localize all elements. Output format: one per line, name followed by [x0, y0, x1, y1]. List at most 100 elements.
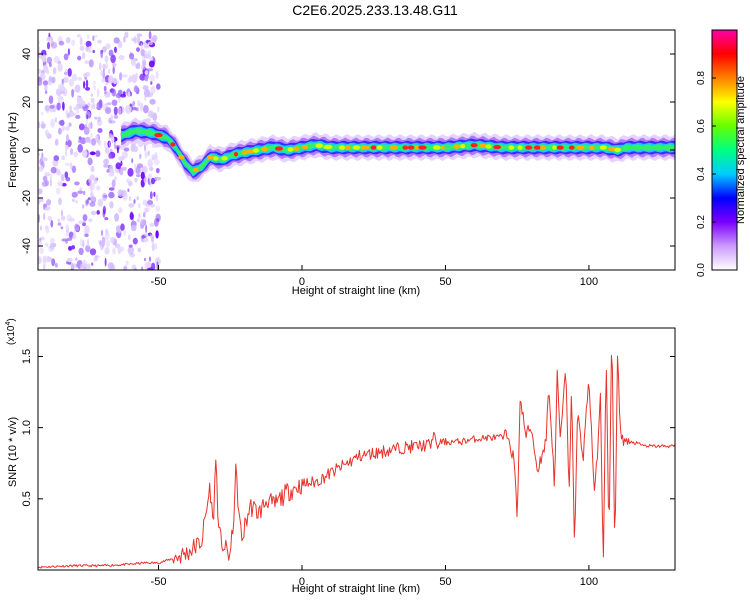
snr-scale-label: (x104)	[5, 318, 17, 345]
noise-speckle	[120, 246, 124, 252]
noise-speckle	[49, 105, 55, 109]
noise-speckle	[71, 191, 78, 198]
noise-speckle	[139, 73, 146, 81]
noise-speckle	[90, 210, 97, 216]
noise-speckle	[44, 129, 50, 137]
noise-speckle	[42, 54, 47, 63]
noise-speckle	[113, 37, 120, 44]
noise-speckle	[88, 218, 93, 223]
noise-speckle	[42, 203, 46, 211]
noise-speckle	[56, 102, 61, 111]
noise-speckle	[66, 214, 72, 222]
colorbar-tick-label: 0.6	[696, 119, 707, 133]
noise-speckle	[127, 188, 130, 192]
noise-speckle	[117, 107, 122, 115]
noise-speckle	[83, 72, 88, 78]
noise-speckle	[78, 220, 84, 224]
noise-speckle	[144, 150, 148, 159]
noise-speckle	[112, 77, 118, 85]
noise-speckle	[101, 236, 106, 245]
noise-speckle	[64, 149, 68, 157]
noise-speckle	[140, 266, 144, 270]
noise-speckle	[69, 148, 74, 155]
noise-speckle	[52, 67, 57, 75]
noise-speckle	[100, 69, 104, 77]
noise-speckle	[70, 112, 77, 116]
noise-speckle	[85, 118, 88, 127]
ridge-peak	[432, 145, 441, 150]
noise-speckle	[129, 52, 135, 60]
noise-speckle	[58, 197, 62, 206]
noise-speckle	[90, 183, 94, 193]
noise-speckle	[92, 80, 96, 85]
ridge-peak	[485, 144, 492, 149]
noise-speckle	[105, 82, 108, 86]
noise-speckle	[136, 196, 139, 201]
noise-speckle	[49, 62, 52, 68]
snr-plot-area	[38, 328, 675, 570]
noise-speckle	[106, 146, 110, 155]
x-tick-label: -50	[151, 576, 167, 588]
noise-speckle	[108, 133, 113, 139]
noise-speckle	[104, 158, 110, 165]
noise-speckle	[42, 255, 47, 264]
noise-speckle	[81, 52, 86, 60]
noise-speckle	[111, 63, 117, 67]
noise-speckle	[132, 100, 136, 106]
noise-speckle	[123, 36, 126, 43]
noise-speckle	[151, 34, 158, 42]
noise-speckle	[60, 174, 65, 182]
noise-speckle-layer	[38, 31, 162, 270]
noise-speckle	[83, 190, 86, 196]
noise-speckle	[73, 151, 79, 158]
noise-speckle	[103, 140, 107, 149]
noise-speckle	[140, 171, 145, 180]
noise-speckle	[61, 155, 65, 161]
noise-speckle	[84, 225, 90, 234]
ridge-peak	[568, 145, 575, 150]
noise-speckle	[136, 35, 141, 45]
snr-scale-base: (x10	[6, 325, 17, 345]
noise-speckle	[136, 174, 141, 178]
noise-speckle	[71, 89, 74, 98]
noise-speckle	[130, 57, 136, 67]
noise-speckle	[148, 31, 152, 40]
noise-speckle	[128, 203, 135, 208]
noise-speckle	[111, 179, 116, 188]
noise-speckle	[108, 191, 115, 199]
noise-speckle	[44, 84, 48, 92]
noise-speckle	[131, 74, 138, 83]
noise-speckle	[103, 85, 107, 92]
ridge-peak	[589, 145, 595, 150]
noise-speckle	[43, 212, 46, 220]
noise-speckle	[147, 150, 150, 157]
noise-speckle	[136, 47, 140, 52]
noise-speckle	[97, 116, 101, 123]
snr-scale-exponent: 4	[5, 322, 12, 326]
noise-speckle	[46, 36, 51, 42]
ridge-peak	[253, 148, 260, 153]
noise-speckle	[57, 95, 64, 101]
noise-speckle	[67, 113, 71, 118]
noise-speckle	[79, 45, 85, 52]
noise-speckle	[97, 139, 101, 146]
noise-speckle	[105, 59, 108, 68]
y-tick-label: -40	[21, 238, 33, 254]
noise-speckle	[90, 132, 93, 139]
noise-speckle	[149, 191, 153, 200]
noise-speckle	[46, 199, 52, 206]
ridge-peak	[460, 144, 466, 149]
noise-speckle	[125, 260, 129, 266]
noise-speckle	[44, 104, 50, 112]
noise-speckle	[104, 217, 109, 221]
noise-speckle	[155, 167, 160, 174]
noise-speckle	[155, 230, 159, 239]
noise-speckle	[102, 205, 106, 215]
ridge-peak	[261, 146, 269, 152]
noise-speckle	[85, 87, 90, 91]
noise-speckle	[90, 165, 95, 173]
noise-speckle	[144, 43, 147, 49]
noise-speckle	[49, 237, 55, 245]
noise-speckle	[127, 91, 131, 98]
noise-speckle	[54, 262, 58, 268]
